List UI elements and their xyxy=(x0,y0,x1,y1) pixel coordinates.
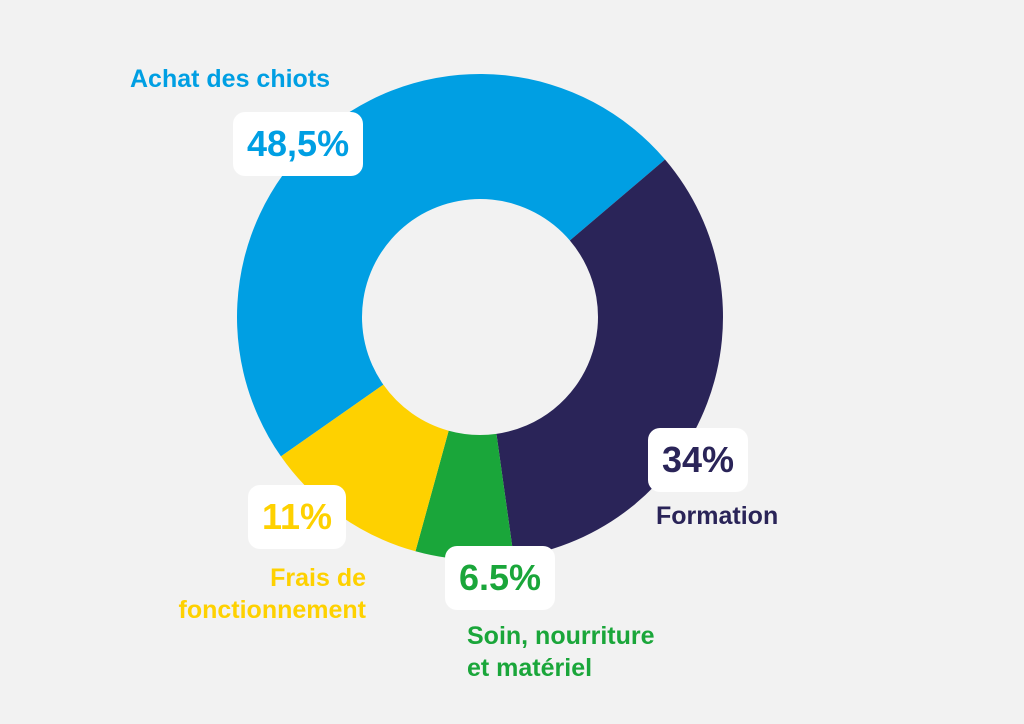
value-label-achat: 48,5% xyxy=(233,112,364,176)
category-label-soin: Soin, nourriture et matériel xyxy=(467,620,655,684)
category-label-achat: Achat des chiots xyxy=(130,63,330,95)
category-label-line: Formation xyxy=(656,502,779,530)
donut-slice-formation xyxy=(496,159,723,558)
category-label-line: et matériel xyxy=(467,654,593,682)
category-label-frais: Frais de fonctionnement xyxy=(179,562,367,626)
value-label-soin: 6.5% xyxy=(445,546,556,610)
category-label-line: Soin, nourriture xyxy=(467,622,655,650)
category-label-formation: Formation xyxy=(656,500,778,532)
category-label-line: Frais de xyxy=(270,564,366,592)
donut-slice-frais xyxy=(280,384,449,552)
category-label-line: fonctionnement xyxy=(178,596,367,624)
value-label-formation: 34% xyxy=(648,428,749,492)
donut-slice-soin xyxy=(415,430,514,560)
value-label-frais: 11% xyxy=(248,485,347,549)
category-label-line: Achat des chiots xyxy=(130,65,331,93)
